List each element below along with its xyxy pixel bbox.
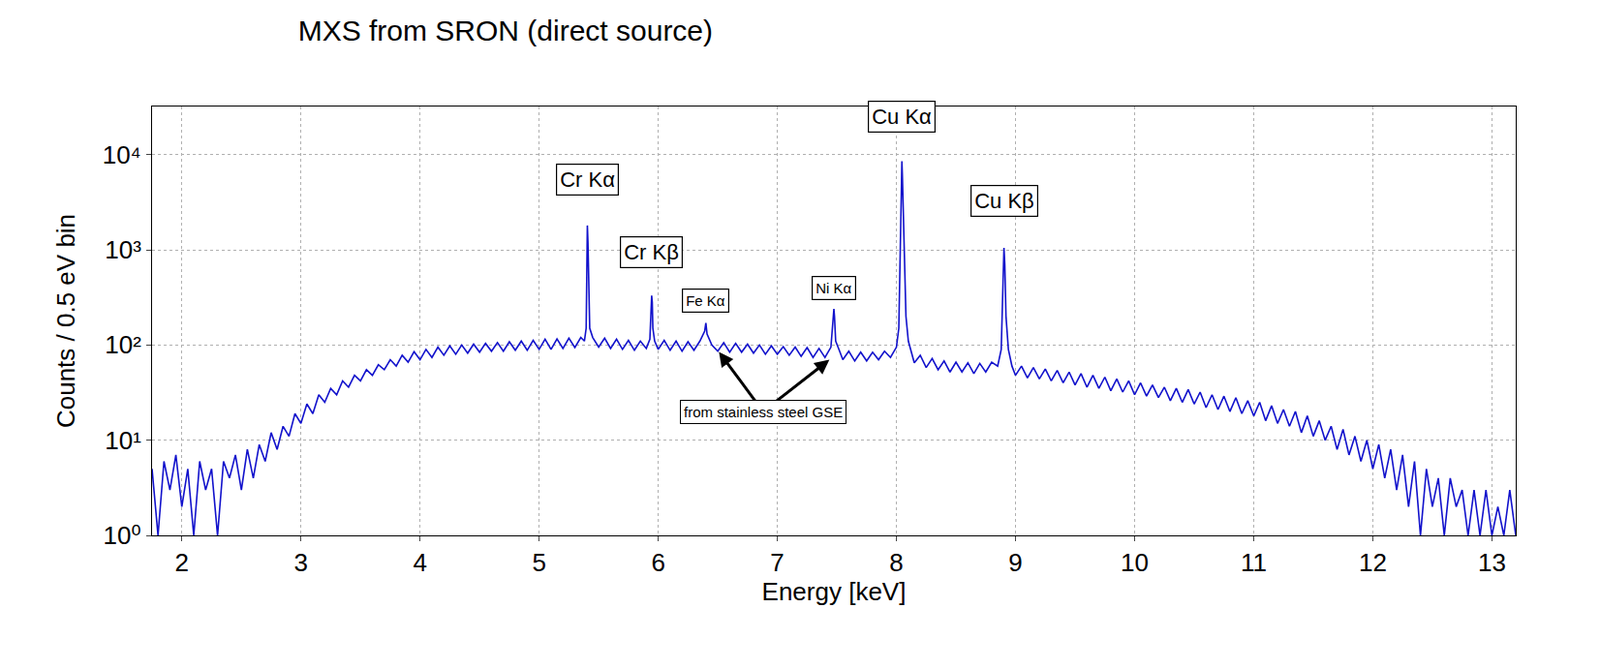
svg-text:Cu Kβ: Cu Kβ (974, 188, 1035, 214)
svg-text:10³: 10³ (104, 235, 142, 265)
svg-text:11: 11 (1240, 548, 1267, 578)
svg-text:10⁴: 10⁴ (102, 140, 142, 170)
svg-text:9: 9 (1008, 548, 1022, 578)
svg-text:Counts / 0.5 eV bin: Counts / 0.5 eV bin (51, 214, 81, 429)
svg-text:Energy [keV]: Energy [keV] (762, 577, 907, 607)
svg-text:7: 7 (769, 548, 784, 578)
svg-text:10⁰: 10⁰ (102, 521, 141, 551)
svg-text:6: 6 (650, 548, 665, 578)
svg-text:Cr Kα: Cr Kα (559, 167, 616, 192)
svg-text:2: 2 (175, 548, 189, 578)
svg-text:Ni Kα: Ni Kα (815, 279, 852, 297)
svg-text:13: 13 (1477, 548, 1507, 578)
svg-text:10: 10 (1120, 548, 1149, 578)
svg-text:3: 3 (293, 548, 308, 578)
svg-text:12: 12 (1358, 548, 1387, 578)
svg-text:4: 4 (412, 548, 427, 578)
svg-text:from stainless steel GSE: from stainless steel GSE (683, 403, 843, 421)
svg-text:Fe Kα: Fe Kα (685, 292, 726, 309)
svg-text:10²: 10² (104, 330, 142, 360)
svg-text:Cr Kβ: Cr Kβ (623, 240, 679, 265)
svg-text:MXS from SRON (direct source): MXS from SRON (direct source) (298, 14, 713, 47)
svg-text:Cu Kα: Cu Kα (871, 104, 932, 129)
svg-text:8: 8 (889, 548, 903, 578)
svg-text:5: 5 (531, 548, 546, 578)
svg-text:10¹: 10¹ (104, 426, 142, 456)
